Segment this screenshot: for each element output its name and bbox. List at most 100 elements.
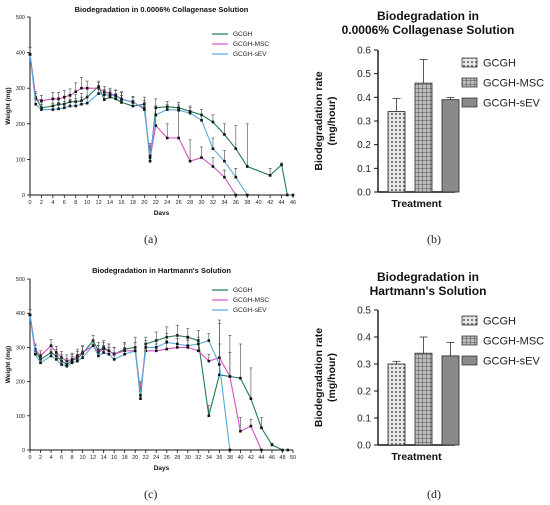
legend-label-gcgh-msc: GCGH-MSC [483, 78, 544, 90]
data-point-gcgh-msc [85, 86, 89, 90]
data-point-gcgh-sev [70, 361, 74, 365]
y-tick-label-a: 200 [16, 122, 25, 128]
data-point-gcgh-sev [28, 53, 32, 56]
data-point-gcgh-sev [57, 107, 60, 111]
y-tick-label-d: 0.5 [357, 306, 371, 317]
data-point-gcgh-msc [165, 136, 169, 140]
x-tick-label-a: 24 [164, 200, 170, 206]
data-point-gcgh [285, 193, 289, 197]
data-point-gcgh-sev [188, 111, 192, 115]
x-tick-label-a: 4 [51, 200, 54, 206]
y-tick-label-b: 0.5 [357, 69, 371, 80]
legend-label-gcgh-sev: GCGH-sEV [233, 51, 267, 58]
x-tick-label-a: 16 [118, 200, 124, 206]
data-point-gcgh-sev [200, 118, 203, 122]
data-point-gcgh-sev [197, 342, 200, 346]
x-tick-label-c: 32 [195, 455, 201, 461]
data-point-gcgh [234, 147, 238, 151]
chart-title-a: Biodegradation in 0.0006% Collagenase So… [75, 5, 249, 14]
data-point-gcgh-sev [148, 154, 152, 158]
legend-label-gcgh: GCGH [233, 287, 253, 294]
data-point-gcgh [270, 443, 274, 447]
x-axis-label-a: Days [154, 210, 170, 215]
x-tick-label-c: 28 [174, 455, 180, 461]
y-tick-label-a: 100 [16, 157, 25, 163]
data-point-gcgh-sev [133, 349, 137, 353]
x-axis-label-b: Treatment [391, 198, 442, 210]
legend-swatch-gcgh-msc [461, 77, 478, 88]
legend-label-gcgh: GCGH [233, 31, 253, 38]
chart-c: Biodegradation in Hartmann's Solution 0 10… [5, 266, 296, 472]
x-tick-label-c: 36 [216, 455, 222, 461]
y-tick-label-b: 0.4 [357, 93, 371, 104]
x-tick-label-a: 42 [267, 200, 273, 206]
data-point-gcgh-sev [80, 102, 83, 106]
y-tick-label-a: 500 [16, 15, 25, 21]
data-point-gcgh-msc [51, 97, 55, 101]
x-tick-label-c: 50 [290, 455, 296, 461]
x-tick-label-a: 32 [210, 200, 216, 206]
data-point-gcgh-sev [65, 364, 69, 368]
y-tick-label-c: 200 [16, 380, 25, 386]
y-axis-label-c: Weight (mg) [5, 346, 12, 383]
y-tick-label-b: 0.1 [357, 164, 371, 175]
data-point-gcgh-msc [148, 156, 152, 159]
data-point-gcgh [249, 397, 253, 400]
data-point-gcgh [245, 165, 249, 168]
data-point-gcgh-msc [49, 344, 53, 347]
data-point-gcgh-msc [197, 349, 200, 353]
data-point-gcgh-sev [74, 104, 78, 108]
y-tick-label-c: 100 [16, 414, 25, 420]
data-point-gcgh-sev [40, 108, 43, 111]
data-point-gcgh [239, 376, 242, 380]
data-point-gcgh-msc [239, 429, 242, 433]
y-tick-label-d: 0.1 [357, 414, 371, 425]
series-line-gcgh-msc [29, 54, 237, 196]
y-tick-label-a: 400 [16, 51, 25, 57]
data-point-gcgh-sev [143, 108, 146, 111]
data-point-gcgh-sev [91, 344, 95, 347]
data-point-gcgh-sev [49, 354, 53, 358]
data-point-gcgh-msc [74, 90, 78, 94]
data-point-gcgh-msc [68, 94, 72, 97]
data-point-gcgh [286, 448, 290, 452]
data-point-gcgh-msc [154, 124, 158, 127]
data-point-gcgh-msc [249, 424, 253, 428]
data-point-gcgh-sev [63, 106, 66, 110]
data-point-gcgh-msc [55, 351, 58, 354]
data-point-gcgh-sev [107, 352, 111, 356]
data-point-gcgh-sev [207, 339, 211, 342]
x-tick-label-a: 14 [107, 200, 113, 206]
y-tick-label-d: 0.2 [357, 387, 371, 398]
y-tick-label-c: 300 [16, 345, 25, 351]
data-point-gcgh-sev [165, 108, 169, 111]
y-axis-label-d-line-1: Biodegradation rate [313, 328, 325, 427]
x-tick-label-a: 30 [198, 200, 204, 206]
data-point-gcgh [211, 120, 215, 124]
data-point-gcgh-sev [131, 100, 135, 104]
data-point-gcgh [223, 133, 226, 136]
data-point-gcgh-sev [139, 393, 142, 397]
data-point-gcgh [207, 414, 211, 418]
data-point-gcgh-sev [68, 104, 72, 108]
caption-d: (d) [427, 487, 441, 501]
x-tick-label-c: 38 [227, 455, 233, 461]
legend-label-gcgh-msc: GCGH-MSC [233, 297, 269, 304]
series-line-gcgh [29, 314, 288, 451]
data-point-gcgh-sev [85, 101, 89, 105]
data-point-gcgh-msc [57, 97, 60, 101]
data-point-gcgh [131, 104, 135, 108]
data-point-gcgh-msc [200, 156, 203, 159]
y-tick-label-b: 0.0 [357, 188, 371, 199]
y-tick-label-a: 0 [22, 193, 25, 199]
legend-label-gcgh-sev: GCGH-sEV [483, 98, 541, 110]
data-point-gcgh-sev [34, 102, 38, 106]
x-tick-label-c: 10 [80, 455, 86, 461]
legend-swatch-gcgh-sev [461, 97, 478, 108]
x-tick-label-c: 0 [28, 455, 31, 461]
data-point-gcgh-sev [114, 94, 118, 98]
data-point-gcgh-sev [51, 108, 55, 111]
x-tick-label-a: 36 [233, 200, 239, 206]
legend-swatch-gcgh-sev [461, 355, 478, 366]
x-tick-label-c: 4 [50, 455, 53, 461]
